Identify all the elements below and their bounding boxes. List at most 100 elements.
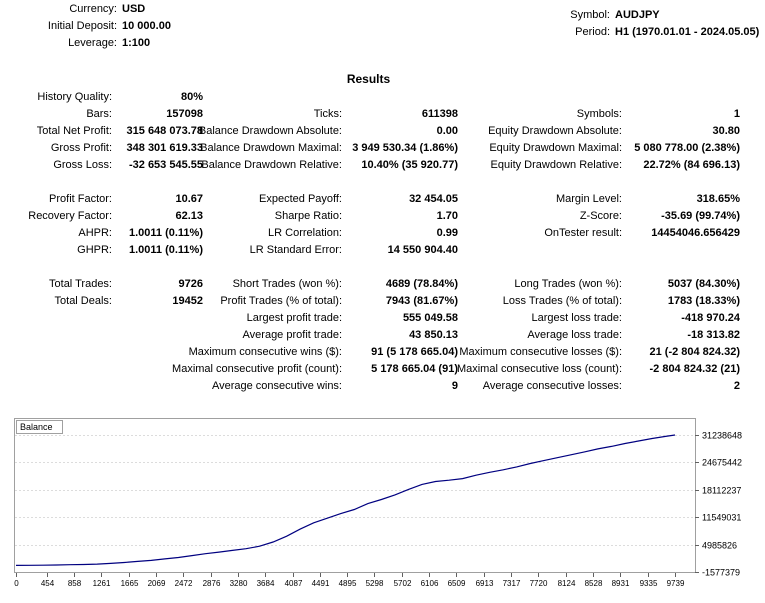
x-axis-label: 8124: [558, 579, 576, 588]
stats-row: Gross Loss: -32 653 545.55 Balance Drawdow…: [0, 159, 765, 176]
stats-row: Total Deals: 19452 Profit Trades (% of tot…: [0, 295, 765, 312]
y-axis-label: 31238648: [702, 431, 742, 441]
x-axis-label: 858: [68, 579, 82, 588]
stat-label: History Quality:: [37, 91, 112, 103]
period-label: Period:: [575, 26, 610, 38]
x-axis-label: 8931: [612, 579, 630, 588]
currency-value: USD: [122, 3, 146, 15]
stat-label: Total Net Profit:: [36, 125, 112, 137]
stat-value: 62.13: [175, 210, 203, 222]
stat-value: 1: [733, 108, 740, 120]
stat-label: Equity Drawdown Relative:: [490, 159, 622, 171]
stat-label: Gross Profit:: [50, 142, 112, 154]
period-value: H1 (1970.01.01 - 2024.05.05): [615, 26, 760, 38]
stat-label: Maximal consecutive profit (count):: [172, 363, 342, 375]
x-axis-label: 2472: [175, 579, 193, 588]
stat-label: Largest loss trade:: [531, 312, 623, 324]
stat-value: -35.69 (99.74%): [661, 210, 740, 222]
stat-value: 1.70: [436, 210, 458, 222]
y-axis-label: 18112237: [702, 486, 741, 496]
x-axis-label: 5702: [394, 579, 412, 588]
stat-value: 318.65%: [696, 193, 740, 205]
y-axis-label: -1577379: [702, 568, 740, 578]
currency-label: Currency:: [69, 3, 117, 15]
stat-value: 4689 (78.84%): [385, 278, 458, 290]
stats-row: Maximal consecutive profit (count): 5 178…: [0, 363, 765, 380]
x-axis-label: 454: [41, 579, 55, 588]
plot-border: [14, 418, 696, 573]
stats-row: Gross Profit: 348 301 619.33 Balance Drawd…: [0, 142, 765, 159]
x-axis-label: 2876: [203, 579, 221, 588]
stat-value: 5 080 778.00 (2.38%): [634, 142, 740, 154]
stat-value: 80%: [180, 91, 203, 103]
stat-value: 0.99: [436, 227, 458, 239]
stats-row: Largest profit trade: 555 049.58 Largest l…: [0, 312, 765, 329]
stat-value: 7943 (81.67%): [385, 295, 458, 307]
balance-chart: 31238648 24675442 18112237 11549031 4985826 -…: [10, 418, 765, 600]
stat-label: Ticks:: [313, 108, 342, 120]
x-axis-label: 7720: [530, 579, 548, 588]
stat-label: LR Correlation:: [268, 227, 342, 239]
stat-label: Profit Factor:: [49, 193, 112, 205]
stat-label: Maximal consecutive loss (count):: [456, 363, 622, 375]
stat-label: Profit Trades (% of total):: [220, 295, 342, 307]
stat-value: 2: [733, 380, 740, 392]
stats-row: Average profit trade: 43 850.13 Average lo…: [0, 329, 765, 346]
x-axis-label: 3280: [230, 579, 248, 588]
stat-value: -32 653 545.55: [128, 159, 203, 171]
x-axis-label: 4491: [312, 579, 330, 588]
stat-label: Balance Drawdown Relative:: [201, 159, 342, 171]
statistics-table: History Quality: 80% Bars: 157098 Ticks: 6113…: [0, 91, 765, 397]
stats-row: Average consecutive wins: 9 Average consec…: [0, 380, 765, 397]
stat-label: Symbols:: [576, 108, 622, 120]
leverage-value: 1:100: [122, 37, 151, 49]
results-title: Results: [346, 72, 391, 86]
symbol-value: AUDJPY: [615, 9, 660, 21]
stats-row: Recovery Factor: 62.13 Sharpe Ratio: 1.70 Z-…: [0, 210, 765, 227]
x-axis-label: 2069: [148, 579, 166, 588]
stat-label: Equity Drawdown Absolute:: [488, 125, 622, 137]
x-axis-label: 9335: [640, 579, 658, 588]
leverage-label: Leverage:: [68, 37, 117, 49]
stat-value: 315 648 073.78: [126, 125, 203, 137]
x-axis-label: 5298: [366, 579, 384, 588]
stat-label: Average consecutive losses:: [482, 380, 622, 392]
stat-value: -18 313.82: [687, 329, 740, 341]
stat-label: Bars:: [86, 108, 112, 120]
stat-value: -2 804 824.32 (21): [649, 363, 740, 375]
stat-value: 10.40% (35 920.77): [361, 159, 458, 171]
x-axis-label: 9739: [667, 579, 685, 588]
legend-label: Balance: [20, 422, 53, 432]
legend-box: [16, 420, 63, 434]
x-axis-label: 3684: [257, 579, 275, 588]
x-axis-label: 6913: [476, 579, 494, 588]
stats-row: Profit Factor: 10.67 Expected Payoff: 32 45…: [0, 193, 765, 210]
stat-label: Long Trades (won %):: [514, 278, 622, 290]
stat-value: 348 301 619.33: [126, 142, 203, 154]
stat-label: Equity Drawdown Maximal:: [489, 142, 622, 154]
stat-value: 10.67: [175, 193, 203, 205]
balance-chart-svg: 31238648 24675442 18112237 11549031 4985826 -…: [14, 418, 742, 588]
stat-label: Largest profit trade:: [246, 312, 342, 324]
stats-row: Bars: 157098 Ticks: 611398 Symbols: 1: [0, 108, 765, 125]
stat-value: 0.00: [436, 125, 458, 137]
stat-label: OnTester result:: [544, 227, 622, 239]
stat-label: Maximum consecutive wins ($):: [188, 346, 342, 358]
stats-row: AHPR: 1.0011 (0.11%) LR Correlation: 0.99 On…: [0, 227, 765, 244]
stat-label: Total Deals:: [54, 295, 112, 307]
stat-label: LR Standard Error:: [249, 244, 342, 256]
stat-label: GHPR:: [77, 244, 112, 256]
stat-label: Average profit trade:: [242, 329, 342, 341]
x-axis-label: 6509: [448, 579, 466, 588]
stat-value: -418 970.24: [681, 312, 740, 324]
stat-value: 30.80: [712, 125, 740, 137]
x-axis-label: 1665: [121, 579, 139, 588]
stats-row: Total Net Profit: 315 648 073.78 Balance D…: [0, 125, 765, 142]
initial-deposit-value: 10 000.00: [122, 20, 171, 32]
stat-label: Sharpe Ratio:: [274, 210, 342, 222]
x-axis-label: 0: [14, 579, 19, 588]
stat-value: 9: [451, 380, 458, 392]
stat-value: 14454046.656429: [651, 227, 740, 239]
stat-label: Expected Payoff:: [259, 193, 342, 205]
stat-value: 157098: [166, 108, 203, 120]
